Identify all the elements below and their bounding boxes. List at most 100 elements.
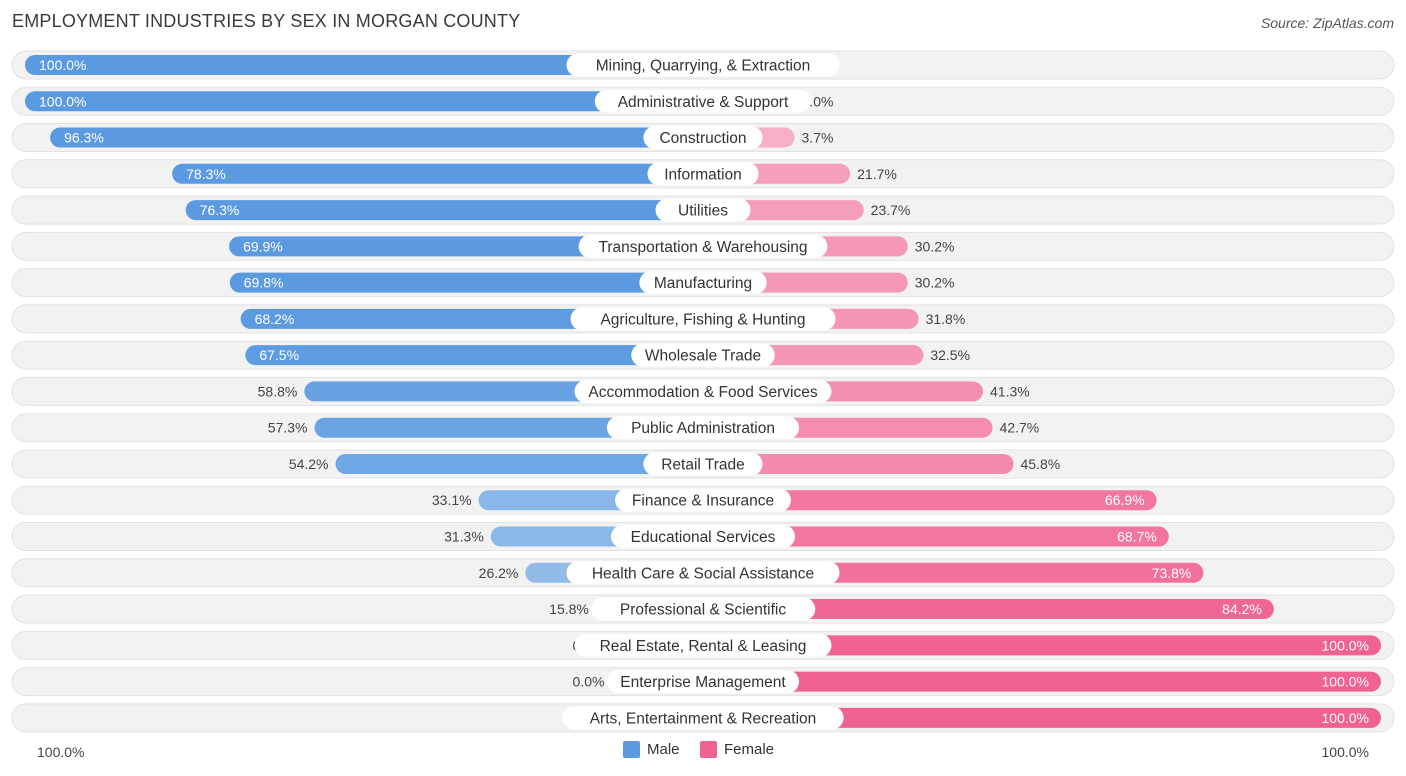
category-label: Construction — [659, 130, 746, 147]
category-label-background — [590, 597, 816, 621]
male-value-label: 69.9% — [243, 238, 283, 254]
chart-title: EMPLOYMENT INDUSTRIES BY SEX IN MORGAN C… — [12, 11, 521, 31]
female-value-label: 31.8% — [926, 311, 966, 327]
male-value-label: 100.0% — [39, 57, 86, 73]
female-value-label: 30.2% — [915, 238, 955, 254]
category-label-background — [570, 307, 836, 331]
category-label: Agriculture, Fishing & Hunting — [600, 311, 805, 328]
male-bar — [229, 272, 704, 293]
category-label-background — [639, 271, 767, 295]
female-value-label: 73.8% — [1152, 565, 1192, 581]
male-bar — [25, 55, 703, 75]
male-bar — [335, 453, 703, 474]
male-value-label: 100.0% — [39, 93, 86, 109]
legend-label-male: Male — [647, 741, 680, 758]
category-label: Wholesale Trade — [645, 348, 761, 365]
legend-label-female: Female — [724, 741, 775, 758]
female-value-label: 30.2% — [915, 275, 955, 291]
female-value-label: 100.0% — [1322, 674, 1369, 690]
category-label-background — [643, 452, 763, 476]
female-value-label: 45.8% — [1021, 456, 1061, 472]
male-value-label: 96.3% — [64, 130, 104, 146]
male-value-label: 33.1% — [432, 492, 472, 508]
legend: Male Female — [0, 741, 1406, 763]
category-label-background — [566, 53, 840, 77]
category-label: Mining, Quarrying, & Extraction — [596, 58, 811, 75]
female-value-label: 66.9% — [1105, 492, 1145, 508]
female-value-label: 21.7% — [857, 166, 897, 182]
female-bar — [703, 707, 1381, 728]
female-value-label: 23.7% — [871, 202, 911, 218]
category-label-background — [611, 525, 795, 549]
category-label-background — [647, 162, 759, 186]
category-label-background — [574, 379, 832, 403]
category-label: Information — [664, 166, 742, 183]
male-value-label: 69.8% — [244, 275, 284, 291]
female-value-label: 84.2% — [1222, 601, 1262, 617]
male-bar — [185, 200, 703, 221]
category-label: Retail Trade — [661, 456, 745, 473]
category-label-background — [631, 343, 775, 367]
category-label: Professional & Scientific — [620, 602, 787, 619]
category-label-background — [655, 198, 751, 222]
category-label-background — [606, 416, 800, 440]
female-bar — [703, 453, 1014, 474]
male-value-label: 78.3% — [186, 166, 226, 182]
female-value-label: 3.7% — [802, 130, 834, 146]
female-bar — [703, 671, 1381, 692]
category-label: Utilities — [678, 203, 728, 220]
legend-item-male[interactable]: Male — [623, 741, 680, 758]
female-bar — [703, 526, 1169, 547]
female-bar — [703, 599, 1274, 620]
male-bar — [50, 127, 703, 148]
category-label: Manufacturing — [654, 275, 752, 292]
male-value-label: 54.2% — [289, 456, 329, 472]
category-label-background — [643, 126, 763, 150]
legend-swatch-male — [623, 741, 640, 758]
male-value-label: 26.2% — [479, 565, 519, 581]
category-label-background — [562, 706, 844, 730]
male-value-label: 68.2% — [255, 311, 295, 327]
category-label-background — [615, 488, 791, 512]
female-value-label: 42.7% — [1000, 420, 1040, 436]
female-value-label: 100.0% — [1322, 637, 1369, 653]
category-label-background — [606, 670, 800, 694]
male-value-label: 57.3% — [268, 420, 308, 436]
category-label: Transportation & Warehousing — [598, 239, 807, 256]
female-bar — [703, 635, 1381, 656]
male-value-label: 0.0% — [573, 674, 605, 690]
male-value-label: 76.3% — [200, 202, 240, 218]
category-label-background — [566, 561, 840, 585]
female-value-label: 41.3% — [990, 383, 1030, 399]
category-label: Accommodation & Food Services — [588, 384, 817, 401]
female-value-label: 100.0% — [1322, 710, 1369, 726]
source-label: Source: ZipAtlas.com — [1260, 15, 1394, 31]
female-value-label: 32.5% — [930, 347, 970, 363]
legend-swatch-female — [700, 741, 717, 758]
category-label: Educational Services — [631, 529, 776, 546]
chart-canvas: 100.0% 0.0% Mining, Quarrying, & Extractio… — [11, 50, 1395, 733]
male-value-label: 15.8% — [549, 601, 589, 617]
axis-label-left: 100.0% — [37, 744, 85, 760]
category-label-background — [574, 633, 832, 657]
male-bar — [245, 345, 703, 366]
category-label: Health Care & Social Assistance — [592, 565, 814, 582]
female-bar — [703, 490, 1157, 511]
male-bar — [314, 417, 703, 438]
male-value-label: 31.3% — [444, 529, 484, 545]
legend-item-female[interactable]: Female — [700, 741, 774, 758]
category-label: Enterprise Management — [620, 674, 786, 691]
male-value-label: 67.5% — [259, 347, 299, 363]
male-bar — [172, 163, 704, 184]
category-label: Administrative & Support — [618, 94, 789, 111]
category-label-background — [594, 89, 812, 113]
female-value-label: 68.7% — [1117, 529, 1157, 545]
axis-label-right: 100.0% — [1321, 744, 1369, 760]
category-label: Finance & Insurance — [632, 493, 774, 510]
category-label-background — [578, 234, 828, 258]
male-bar — [25, 91, 703, 112]
category-label: Real Estate, Rental & Leasing — [600, 638, 807, 655]
category-label: Public Administration — [631, 420, 775, 437]
category-label: Arts, Entertainment & Recreation — [590, 710, 817, 727]
male-value-label: 58.8% — [258, 383, 298, 399]
